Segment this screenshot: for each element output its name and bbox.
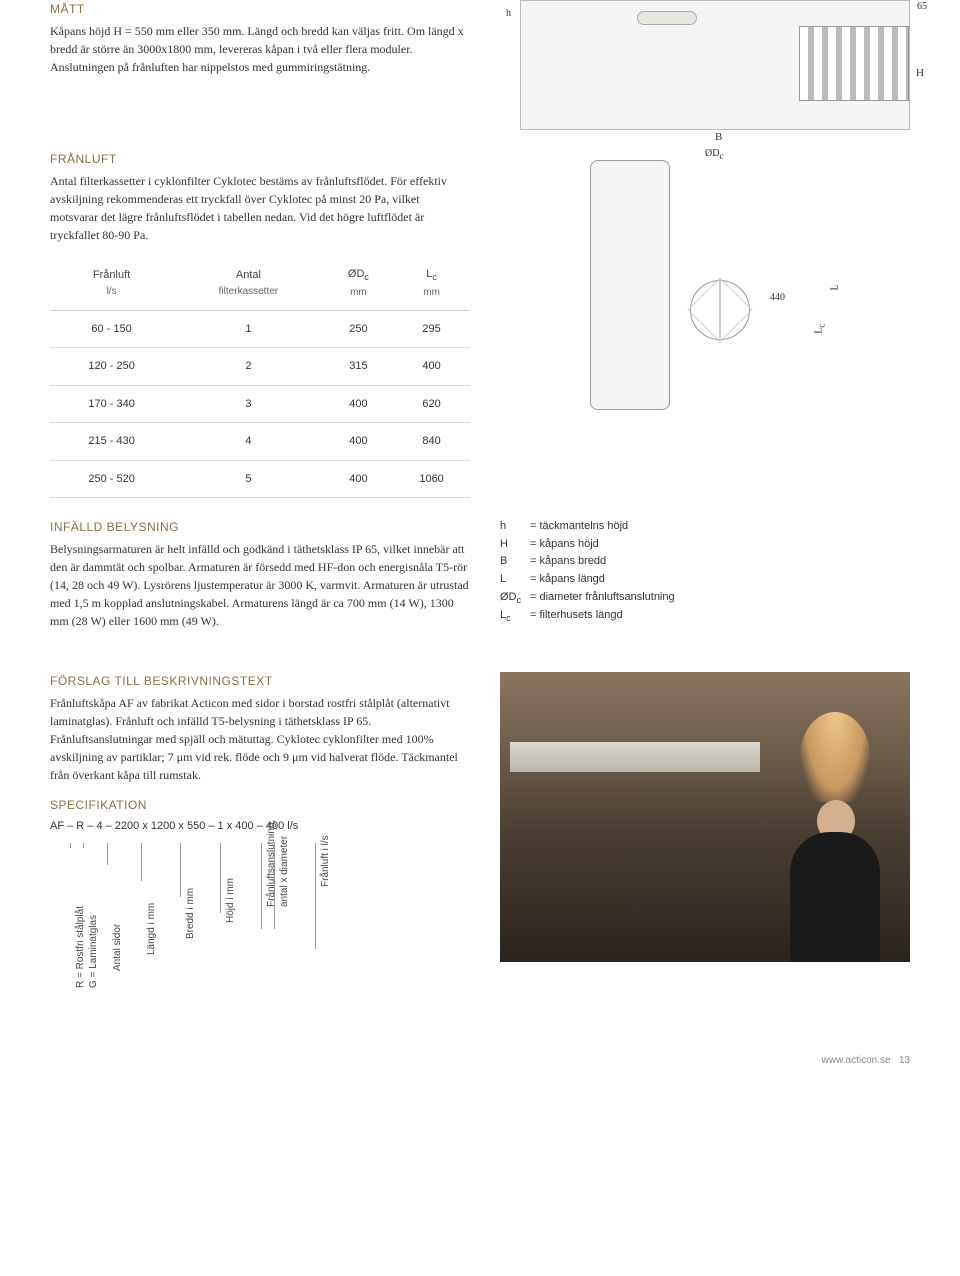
legend-item: B= kåpans bredd: [500, 553, 675, 571]
legend-item: ØDc= diameter frånluftsanslutning: [500, 589, 675, 608]
label-h: h: [506, 6, 511, 21]
top-view-diagram: h H B 65: [520, 0, 910, 130]
footer-page: 13: [899, 1055, 910, 1066]
matt-heading: MÅTT: [50, 0, 470, 18]
spec-label: Bredd i mm: [183, 888, 198, 939]
infalld-body: Belysningsarmaturen är helt infälld och …: [50, 540, 470, 630]
col2-header: Antalfilterkassetter: [173, 256, 324, 310]
legend: h= täckmantelns höjdH= kåpans höjdB= kåp…: [500, 518, 675, 642]
table-row: 215 - 4304400840: [50, 423, 470, 461]
legend-item: L= kåpans längd: [500, 571, 675, 589]
page-footer: www.acticon.se 13: [50, 1053, 910, 1068]
col1-header: Frånluftl/s: [50, 256, 173, 310]
table-row: 60 - 1501250295: [50, 310, 470, 348]
legend-item: Lc= filterhusets längd: [500, 607, 675, 626]
label-odc: ØDc: [705, 146, 723, 164]
footer-url: www.acticon.se: [822, 1055, 891, 1066]
table-row: 170 - 3403400620: [50, 385, 470, 423]
label-65: 65: [917, 0, 927, 14]
spec-label: Höjd i mm: [223, 878, 238, 923]
spec-heading: SPECIFIKATION: [50, 796, 470, 814]
col4-header: Lcmm: [393, 256, 470, 310]
spec-diagram: R = Rostfri stålplåtG = LaminatglasAntal…: [50, 843, 470, 1003]
legend-item: h= täckmantelns höjd: [500, 518, 675, 536]
col3-header: ØDcmm: [324, 256, 393, 310]
table-row: 250 - 52054001060: [50, 460, 470, 498]
franluft-body: Antal filterkassetter i cyklonfilter Cyk…: [50, 172, 470, 244]
side-diagram: ØDc 440 Lc L: [540, 150, 840, 430]
spec-label: Antal sidor: [110, 923, 125, 970]
forslag-heading: FÖRSLAG TILL BESKRIVNINGSTEXT: [50, 672, 470, 690]
spec-label: Frånluft i l/s: [318, 835, 333, 887]
filter-table: Frånluftl/s Antalfilterkassetter ØDcmm L…: [50, 256, 470, 498]
label-B: B: [715, 129, 722, 146]
label-Lc: Lc: [811, 324, 829, 334]
forslag-body: Frånluftskåpa AF av fabrikat Acticon med…: [50, 694, 470, 784]
legend-item: H= kåpans höjd: [500, 536, 675, 554]
spec-label: G = Laminatglas: [86, 915, 101, 988]
spec-label: antal x diameter: [277, 836, 292, 907]
kitchen-photo: [500, 672, 910, 962]
spec-line: AF – R – 4 – 2200 x 1200 x 550 – 1 x 400…: [50, 818, 470, 835]
label-440: 440: [770, 290, 785, 305]
label-H: H: [916, 65, 924, 82]
infalld-heading: INFÄLLD BELYSNING: [50, 518, 470, 536]
label-L: L: [828, 284, 843, 290]
spec-label: Längd i mm: [144, 902, 159, 954]
franluft-heading: FRÅNLUFT: [50, 150, 470, 168]
matt-body: Kåpans höjd H = 550 mm eller 350 mm. Län…: [50, 22, 470, 76]
table-row: 120 - 2502315400: [50, 348, 470, 386]
